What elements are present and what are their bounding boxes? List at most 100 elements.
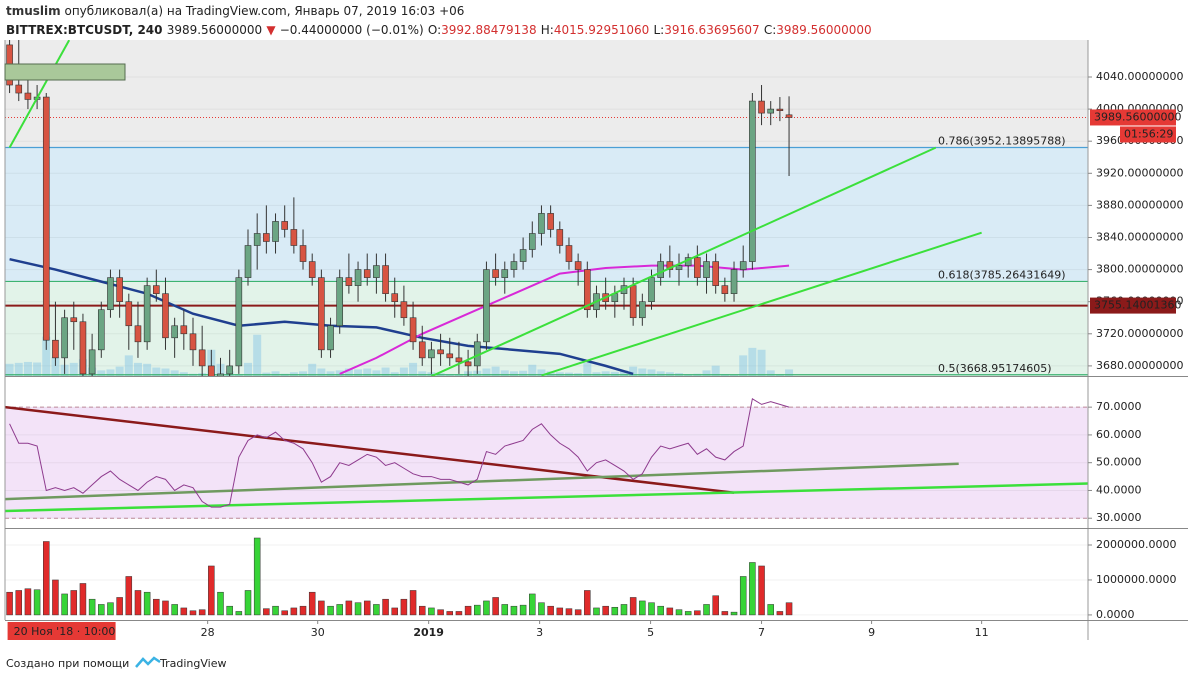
volume-overlay <box>317 368 326 376</box>
volume-overlay <box>656 371 665 376</box>
drawn-rectangle <box>4 63 126 81</box>
volume-bar <box>52 579 59 616</box>
candle-body <box>418 341 426 359</box>
volume-bar <box>6 591 13 616</box>
volume-overlay <box>244 362 253 376</box>
volume-bar <box>189 610 197 616</box>
candle-body <box>767 108 775 114</box>
volume-bar <box>584 590 591 616</box>
volume-bar <box>272 605 279 616</box>
volume-bar <box>253 537 261 616</box>
candle-body <box>483 269 490 343</box>
x-tick-label: 9 <box>868 626 875 639</box>
price-panel: 0.786(3952.13895788) 0.618(3785.26431649)… <box>5 40 1088 376</box>
fib-zone <box>5 40 1088 148</box>
volume-bar <box>519 604 527 616</box>
volume-bar <box>483 600 490 616</box>
volume-bar <box>739 576 747 616</box>
volume-bar <box>208 565 215 616</box>
y-tick-label: 3800.00000000 <box>1096 263 1183 276</box>
y-tick-label: 3720.00000000 <box>1096 327 1183 340</box>
volume-overlay <box>610 371 619 376</box>
volume-bar <box>327 605 334 616</box>
volume-bar <box>198 609 206 616</box>
volume-bar <box>666 607 674 616</box>
candle-body <box>171 325 178 339</box>
volume-overlay <box>601 371 610 376</box>
volume-bar <box>125 576 133 616</box>
candle-body <box>492 269 499 278</box>
candle-body <box>721 285 729 294</box>
volume-overlay <box>537 369 546 376</box>
y-tick-label: 40.0000 <box>1096 483 1142 496</box>
volume-bar <box>336 604 343 616</box>
footer-brand: TradingView <box>159 657 226 670</box>
volume-panel <box>5 537 1088 616</box>
volume-overlay <box>399 367 408 376</box>
volume-bar <box>382 598 389 616</box>
change: −0.44000000 (−0.01%) <box>280 23 424 37</box>
volume-bar <box>143 591 151 616</box>
volume-bar <box>758 565 765 616</box>
volume-overlay <box>555 372 564 376</box>
trend-line <box>8 40 71 149</box>
candle-body <box>776 108 784 111</box>
y-tick-label: 0.0000 <box>1096 608 1135 621</box>
volume-bar <box>171 604 178 616</box>
candle-body <box>648 277 655 302</box>
volume-overlay <box>619 370 628 376</box>
candle-body <box>409 317 417 343</box>
fib-zone <box>5 147 1088 282</box>
volume-bar <box>593 607 600 616</box>
candle-body <box>354 269 362 286</box>
countdown-tag <box>1120 126 1176 143</box>
volume-overlay <box>308 363 317 376</box>
volume-overlay <box>33 362 42 376</box>
volume-bar <box>492 597 499 616</box>
x-tick-label: 5 <box>647 626 654 639</box>
volume-bar <box>263 608 270 616</box>
y-tick-label: 3840.00000000 <box>1096 230 1183 243</box>
volume-overlay <box>482 368 491 376</box>
volume-overlay <box>583 362 592 376</box>
candle-body <box>143 285 151 343</box>
ohlc-value: 3989.56000000 <box>776 23 871 37</box>
volume-overlay <box>702 370 711 376</box>
volume-overlay <box>766 370 775 376</box>
volume-bar <box>363 600 371 616</box>
volume-bar <box>602 605 609 616</box>
fib-label: 0.786(3952.13895788) <box>938 135 1066 148</box>
candle-body <box>79 321 87 375</box>
candle-body <box>125 301 133 327</box>
volume-overlay <box>629 366 638 376</box>
volume-overlay <box>23 361 32 376</box>
y-tick-label: 50.0000 <box>1096 456 1142 469</box>
candle-body <box>703 261 710 278</box>
candle-body <box>52 339 59 359</box>
volume-bar <box>373 604 380 616</box>
candle-body <box>336 277 344 327</box>
price: 3989.56000000 <box>167 23 262 37</box>
volume-overlay <box>372 370 381 376</box>
candle-body <box>739 261 747 270</box>
volume-bar <box>217 591 224 616</box>
volume-bar <box>703 604 710 616</box>
volume-overlay <box>500 370 509 376</box>
footer-text: Создано при помощи <box>6 657 129 670</box>
candle-body <box>162 293 169 339</box>
volume-bar <box>749 562 756 616</box>
volume-bar <box>70 590 78 616</box>
candle-body <box>61 317 68 359</box>
candle-body <box>272 221 279 242</box>
candle-body <box>235 277 243 367</box>
axes: 3680.000000003720.000000003760.000000003… <box>4 40 1188 640</box>
volume-overlay <box>427 372 436 376</box>
volume-bar <box>428 607 435 616</box>
ohlc-key: O: <box>428 23 441 37</box>
volume-overlay <box>289 372 298 376</box>
rsi-panel <box>5 398 1088 519</box>
candle-body <box>574 261 582 270</box>
candle-body <box>657 261 664 278</box>
volume-overlay <box>592 372 601 376</box>
volume-overlay <box>390 372 399 376</box>
